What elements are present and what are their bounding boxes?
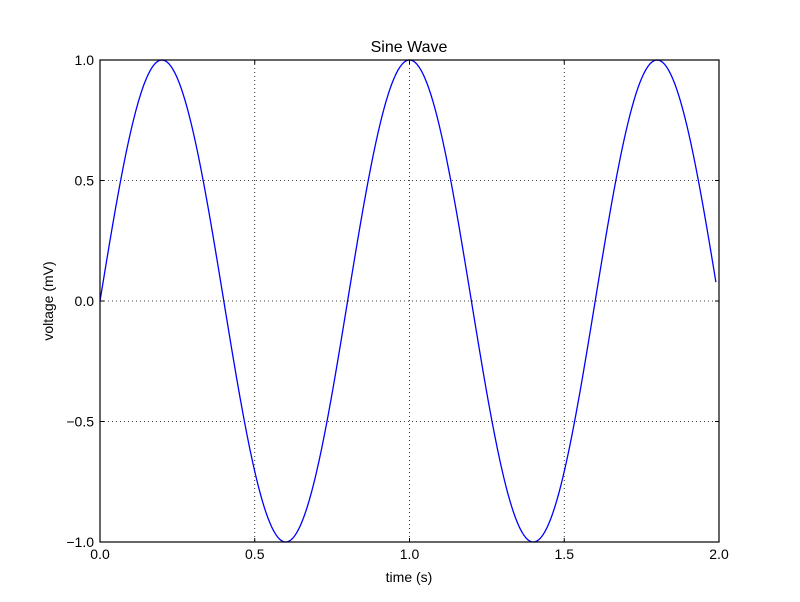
x-tick-label: 2.0	[709, 546, 729, 562]
x-tick-label: 0.5	[245, 546, 265, 562]
x-tick-label: 1.0	[400, 546, 420, 562]
x-tick-label: 0.0	[90, 546, 110, 562]
y-tick-label: −1.0	[66, 534, 94, 550]
y-tick-label: 1.0	[75, 52, 95, 68]
axis-ticks	[99, 59, 720, 543]
chart-title: Sine Wave	[371, 39, 448, 56]
y-tick-label: −0.5	[66, 414, 94, 430]
y-tick-label: 0.0	[75, 293, 95, 309]
x-tick-label: 1.5	[555, 546, 575, 562]
x-tick-labels: 0.0 0.5 1.0 1.5 2.0	[90, 546, 729, 562]
y-axis-label: voltage (mV)	[40, 261, 56, 340]
x-axis-label: time (s)	[386, 569, 433, 585]
y-tick-labels: −1.0 −0.5 0.0 0.5 1.0	[66, 52, 94, 550]
y-tick-label: 0.5	[75, 173, 95, 189]
